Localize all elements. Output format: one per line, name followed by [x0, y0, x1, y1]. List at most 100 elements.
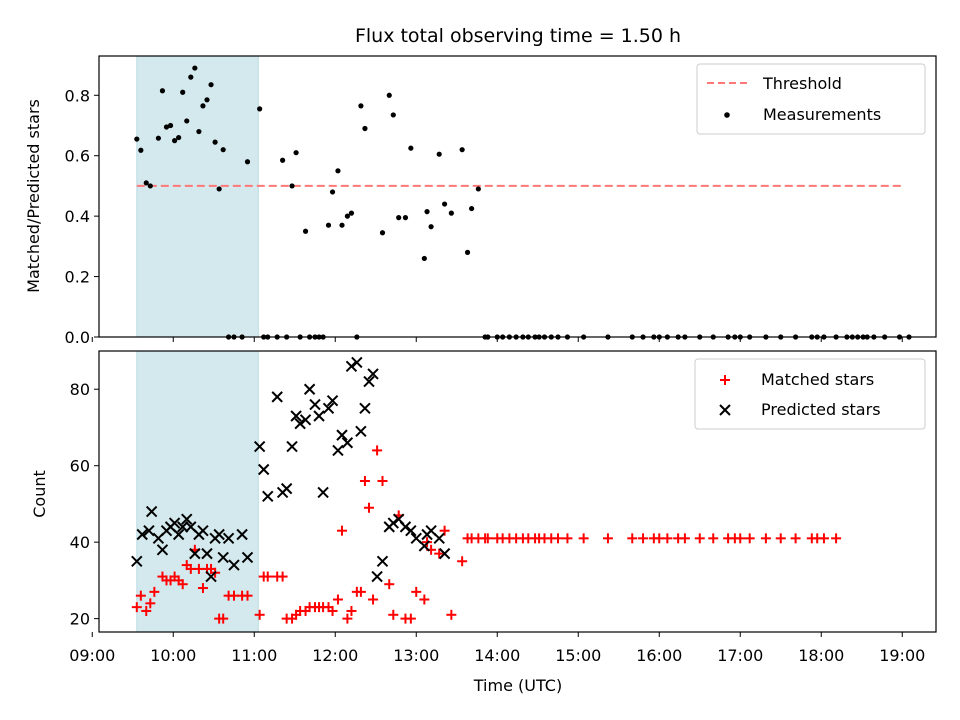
matched-stars-point — [254, 609, 265, 620]
predicted-stars-point — [438, 547, 451, 560]
predicted-stars-point — [299, 414, 312, 426]
matched-stars-point — [831, 533, 842, 544]
matched-stars-point — [149, 586, 160, 597]
top-panel: 0.00.20.40.60.8 Matched/Predicted stars … — [24, 55, 937, 347]
predicted-stars-point — [313, 410, 325, 422]
measurement-point — [289, 183, 295, 189]
predicted-stars-point — [309, 398, 321, 411]
predicted-stars-point — [136, 528, 148, 541]
measurement-point — [204, 97, 210, 103]
bottom-observing-window — [136, 350, 259, 633]
predicted-stars-point — [143, 524, 155, 537]
chart-title: Flux total observing time = 1.50 h — [355, 25, 681, 47]
measurement-point — [325, 222, 332, 228]
matched-stars-point — [242, 590, 253, 601]
predicted-stars-point — [172, 528, 185, 541]
measurement-point — [172, 138, 178, 144]
measurement-point — [163, 124, 170, 130]
matched-stars-point — [638, 533, 649, 544]
predicted-legend-label: Predicted stars — [761, 400, 881, 419]
measurement-point — [421, 255, 427, 262]
predicted-stars-point — [176, 521, 189, 533]
measurement-point — [469, 205, 475, 212]
x-tick-label: 15:00 — [555, 646, 601, 665]
matched-stars-point — [388, 609, 399, 620]
measurement-point — [396, 215, 402, 221]
measurement-point — [212, 139, 218, 145]
top-y-tick-label: 0.8 — [65, 86, 90, 105]
matched-stars-point — [135, 590, 146, 601]
measurement-point — [257, 106, 263, 112]
measurement-point — [390, 112, 396, 118]
matched-stars-point — [372, 445, 383, 456]
predicted-stars-point — [189, 547, 201, 560]
matched-stars-point — [342, 613, 353, 624]
matched-stars-point — [419, 594, 430, 605]
top-y-tick-label: 0.6 — [65, 147, 90, 166]
matched-stars-point — [346, 605, 357, 616]
predicted-stars-point — [351, 356, 363, 369]
matched-stars-point — [364, 502, 374, 513]
measurement-point — [155, 135, 161, 141]
matched-stars-point — [760, 533, 771, 544]
predicted-stars-point — [303, 383, 316, 395]
top-y-tick-label: 0.2 — [65, 268, 90, 287]
x-axis-label: Time (UTC) — [473, 676, 562, 695]
measurement-point — [280, 157, 286, 163]
predicted-stars-point — [280, 482, 293, 495]
matched-stars-point — [790, 533, 801, 544]
predicted-stars-point — [376, 555, 389, 567]
matched-stars-point — [578, 533, 589, 544]
x-tick-label: 11:00 — [231, 646, 277, 665]
measurement-point — [167, 122, 174, 129]
predicted-stars-point — [222, 532, 235, 545]
measurement-point — [335, 168, 341, 174]
measurement-point — [180, 89, 186, 95]
predicted-stars-point — [418, 540, 431, 552]
predicted-legend-swatch — [719, 404, 731, 416]
predicted-stars-point — [286, 440, 298, 453]
matched-stars-point — [735, 533, 746, 544]
matched-stars-point — [337, 525, 347, 536]
top-y-tick-label: 0.0 — [65, 328, 90, 347]
predicted-stars-point — [201, 547, 213, 560]
matched-stars-point — [602, 533, 613, 544]
measurement-point — [348, 210, 355, 216]
measurement-point — [358, 103, 364, 109]
matched-stars-point — [482, 533, 493, 544]
predicted-stars-point — [262, 490, 274, 502]
measurement-point — [184, 118, 190, 124]
x-tick-label: 12:00 — [312, 646, 358, 665]
measurement-point — [459, 147, 465, 153]
predicted-stars-point — [326, 394, 339, 407]
predicted-stars-point — [363, 375, 375, 388]
matched-stars-point — [446, 609, 457, 620]
measurement-point — [188, 74, 194, 80]
predicted-stars-point — [217, 551, 229, 564]
matched-stars-point — [627, 533, 638, 544]
measurement-point — [220, 147, 226, 153]
matched-stars-point — [405, 613, 416, 624]
measurement-point — [196, 128, 202, 135]
predicted-stars-point — [290, 410, 302, 422]
bottom-y-tick-label: 20 — [70, 610, 90, 629]
matched-stars-point — [332, 594, 343, 605]
measurement-point — [339, 222, 345, 228]
predicted-stars-point — [317, 486, 329, 499]
predicted-stars-point — [336, 429, 348, 441]
measurement-point — [147, 183, 153, 189]
matched-legend-label: Matched stars — [761, 370, 874, 389]
matched-stars-point — [775, 533, 786, 544]
measurement-point — [208, 82, 214, 88]
matched-stars-point — [457, 556, 468, 567]
measurement-point — [464, 249, 471, 255]
matched-stars-point — [262, 571, 273, 582]
predicted-stars-point — [257, 463, 270, 476]
measurement-point — [428, 224, 434, 230]
measurement-point — [293, 150, 299, 156]
matched-stars-point — [355, 586, 366, 597]
matched-stars-point — [818, 533, 829, 544]
matched-stars-point — [744, 533, 755, 544]
predicted-stars-point — [145, 505, 158, 518]
